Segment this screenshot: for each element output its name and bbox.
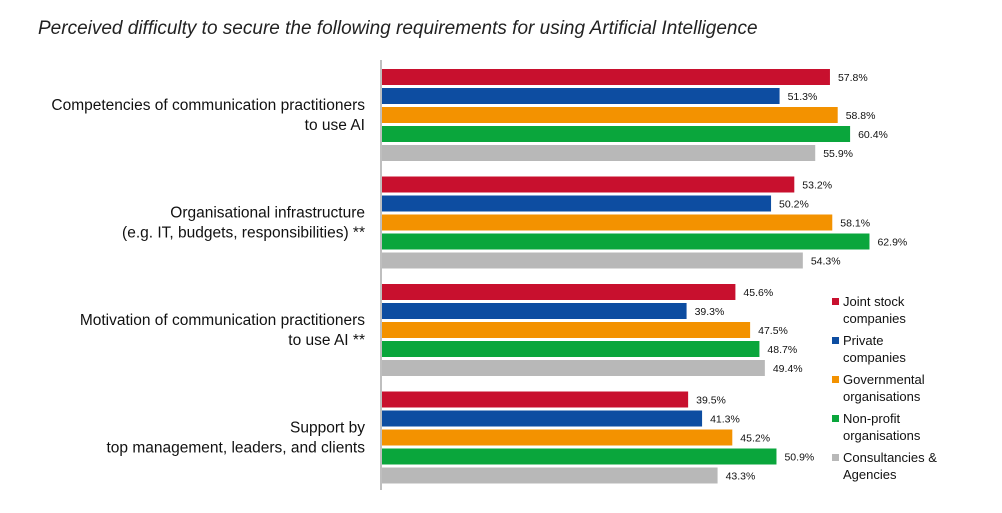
data-label: 50.9% <box>784 452 814 464</box>
bar <box>382 88 780 104</box>
data-label: 50.2% <box>779 199 809 211</box>
bar <box>382 284 736 300</box>
bar <box>382 252 803 269</box>
legend-label: Joint stock companies <box>843 294 906 326</box>
legend-swatch <box>832 298 839 305</box>
legend-label: Consultancies & Agencies <box>843 450 937 482</box>
data-label: 43.3% <box>726 471 756 483</box>
bar <box>382 69 830 85</box>
bar <box>382 391 689 408</box>
legend-swatch <box>832 454 839 461</box>
data-label: 62.9% <box>877 237 907 249</box>
legend-label-line: Non-profit <box>843 411 900 426</box>
legend-label-line: companies <box>843 311 906 326</box>
bar <box>382 126 851 142</box>
legend-label-line: companies <box>843 350 906 365</box>
category-label-line: Competencies of communication practition… <box>51 97 365 114</box>
category-label-line: top management, leaders, and clients <box>107 440 366 457</box>
data-label: 49.4% <box>773 363 803 375</box>
legend-swatch <box>832 376 839 383</box>
legend-label: Non-profit organisations <box>843 411 921 443</box>
bar <box>382 195 772 212</box>
category-label: Motivation of communication practitioner… <box>80 312 365 349</box>
category-label: Organisational infrastructure (e.g. IT, b… <box>122 205 365 242</box>
bar <box>382 467 718 484</box>
legend-swatch <box>832 337 839 344</box>
data-label: 39.5% <box>696 395 726 407</box>
category-label-line: Motivation of communication practitioner… <box>80 312 365 329</box>
legend-label-line: Agencies <box>843 467 897 482</box>
data-label: 53.2% <box>802 180 832 192</box>
bar <box>382 429 733 446</box>
bar <box>382 107 838 123</box>
data-label: 58.8% <box>846 110 876 122</box>
bar <box>382 341 760 357</box>
category-label-line: (e.g. IT, budgets, responsibilities) ** <box>122 225 365 242</box>
data-label: 54.3% <box>811 256 841 268</box>
legend-label-line: Governmental <box>843 372 925 387</box>
legend-label-line: organisations <box>843 389 921 404</box>
data-label: 55.9% <box>823 148 853 160</box>
data-label: 58.1% <box>840 218 870 230</box>
category-label: Support by top management, leaders, and c… <box>107 420 366 457</box>
data-label: 41.3% <box>710 414 740 426</box>
bar <box>382 322 751 338</box>
legend-label-line: Consultancies & <box>843 450 937 465</box>
legend-label-line: Private <box>843 333 883 348</box>
legend: Joint stock companies Private companies Gove… <box>832 294 937 482</box>
category-label-line: Support by <box>290 420 365 437</box>
category-label-line: to use AI <box>305 117 365 134</box>
bar <box>382 214 833 231</box>
chart-title: Perceived difficulty to secure the follo… <box>38 18 758 39</box>
bar <box>382 233 870 250</box>
data-label: 57.8% <box>838 72 868 84</box>
data-label: 47.5% <box>758 325 788 337</box>
bar <box>382 145 816 161</box>
legend-label: Governmental organisations <box>843 372 925 404</box>
legend-swatch <box>832 415 839 422</box>
data-label: 48.7% <box>767 344 797 356</box>
data-label: 45.6% <box>743 287 773 299</box>
bar <box>382 360 765 376</box>
data-label: 45.2% <box>740 433 770 445</box>
bar <box>382 410 703 427</box>
legend-label: Private companies <box>843 333 906 365</box>
category-label-line: Organisational infrastructure <box>170 205 365 222</box>
data-label: 60.4% <box>858 129 888 141</box>
legend-label-line: Joint stock <box>843 294 905 309</box>
bar <box>382 176 795 193</box>
category-label: Competencies of communication practition… <box>51 97 365 134</box>
data-label: 39.3% <box>695 306 725 318</box>
bar <box>382 448 777 465</box>
data-label: 51.3% <box>788 91 818 103</box>
legend-label-line: organisations <box>843 428 921 443</box>
bar <box>382 303 687 319</box>
category-label-line: to use AI ** <box>288 332 365 349</box>
plot-area: Competencies of communication practition… <box>51 69 907 484</box>
